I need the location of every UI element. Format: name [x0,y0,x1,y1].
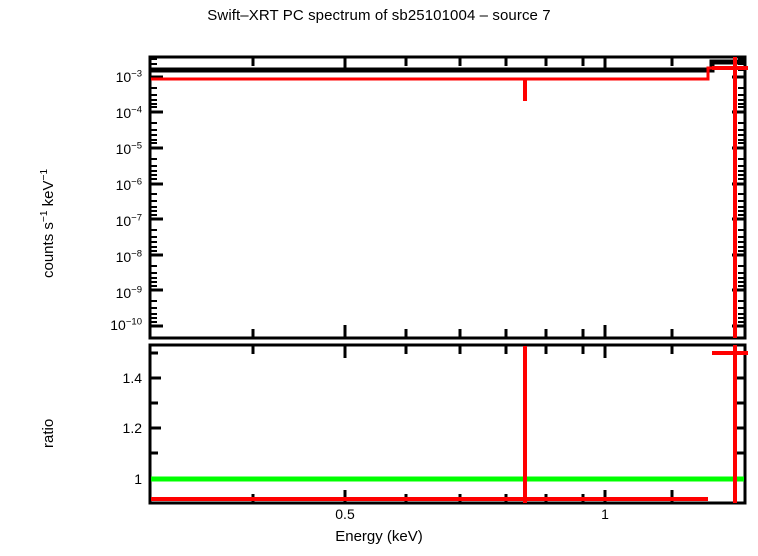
ratio-y-major-ticks [150,376,745,481]
xtick-label-1: 1 [601,506,609,522]
ytick-label-ratio-0: 1.4 [122,370,142,386]
page-title: Swift–XRT PC spectrum of sb25101004 – so… [207,7,551,24]
ytick-label-spectrum-5: 10−8 [115,248,142,265]
spectrum-panel-frame [148,55,747,340]
ytick-label-spectrum-0: 10−3 [115,68,142,85]
ratio-data-points [151,345,748,503]
spectrum-data-points [151,57,748,338]
ytick-label-ratio-1: 1.2 [122,420,142,436]
ratio-y-minor-ticks [150,351,745,455]
spectrum-y-major-ticks-left [150,75,163,328]
ytick-label-spectrum-2: 10−5 [115,140,142,157]
xtick-label-0: 0.5 [335,506,355,522]
ratio-panel-frame [148,343,747,505]
ytick-label-spectrum-7: 10−10 [110,316,142,333]
spectrum-model-curve [151,59,744,73]
ytick-label-spectrum-4: 10−7 [115,212,142,229]
ytick-label-spectrum-1: 10−4 [115,104,142,121]
spectrum-x-ticks [251,57,674,338]
ytick-label-spectrum-3: 10−6 [115,176,142,193]
x-axis-label: Energy (keV) [335,528,423,545]
spectrum-y-minor-ticks [150,58,745,323]
ytick-label-spectrum-6: 10−9 [115,284,142,301]
ytick-label-ratio-2: 1 [134,471,142,487]
